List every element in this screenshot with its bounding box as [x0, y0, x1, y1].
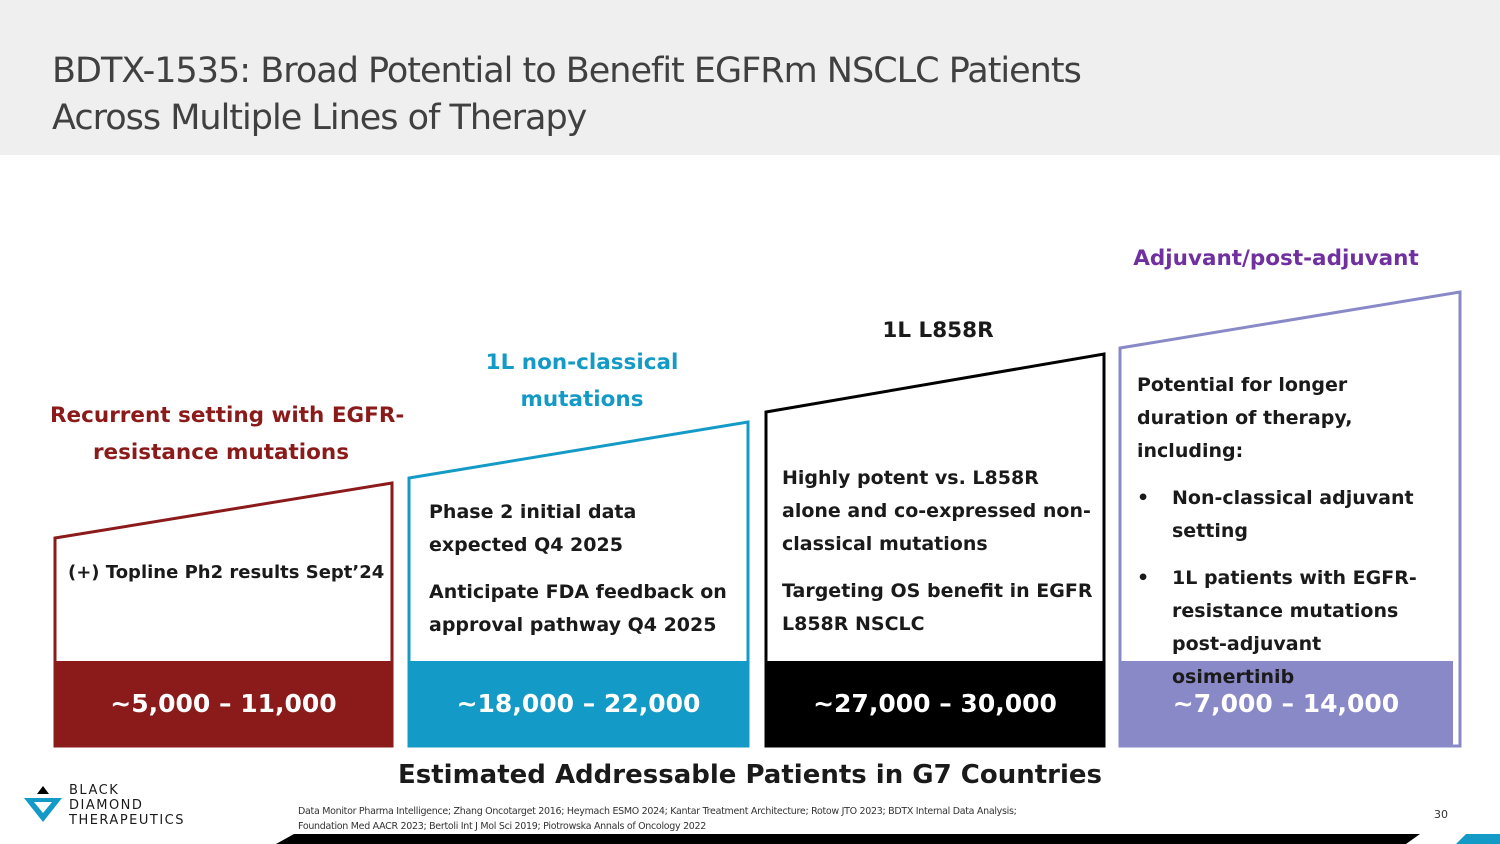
segment-2-label: 1L non-classical mutations: [412, 344, 752, 418]
company-logo-text: BLACK DIAMOND THERAPEUTICS: [69, 783, 185, 828]
segment-3-label-line-1: 1L L858R: [882, 318, 994, 343]
segment-4-label: Adjuvant/post-adjuvant: [1106, 240, 1446, 277]
segment-3-label: 1L L858R: [768, 312, 1108, 349]
page-title: BDTX-1535: Broad Potential to Benefit EG…: [52, 48, 1082, 142]
logo-line-3: THERAPEUTICS: [69, 813, 186, 828]
segment-1-body: (+) Topline Ph2 results Sept’24: [68, 556, 390, 589]
title-line-2: Across Multiple Lines of Therapy: [52, 98, 587, 138]
segment-2-band: [408, 661, 749, 747]
segment-4-bullet-1: • Non-classical adjuvant setting: [1137, 482, 1442, 548]
segment-1-patients: ~5,000 – 11,000: [110, 689, 337, 718]
segment-2-label-line-1: 1L non-classical: [485, 350, 679, 375]
segment-2-body: Phase 2 initial data expected Q4 2025 An…: [429, 496, 734, 642]
logo-line-1: BLACK: [69, 783, 120, 798]
segment-2-patients: ~18,000 – 22,000: [456, 689, 701, 718]
references-line-1: Data Monitor Pharma Intelligence; Zhang …: [298, 806, 1017, 817]
segment-4-bullet-2: • 1L patients with EGFR-resistance mutat…: [1137, 562, 1442, 694]
segment-1-label: Recurrent setting with EGFR- resistance …: [50, 397, 405, 471]
bullet-icon: •: [1137, 487, 1150, 509]
segment-2-body-text-1: Phase 2 initial data expected Q4 2025: [429, 501, 637, 556]
segment-4-bullet-1-text: Non-classical adjuvant setting: [1172, 487, 1414, 542]
segment-1-body-text: (+) Topline Ph2 results Sept’24: [68, 562, 385, 583]
segment-4-body: Potential for longer duration of therapy…: [1137, 369, 1442, 694]
references-line-2: Foundation Med AACR 2023; Bertoli Int J …: [298, 821, 707, 832]
bullet-icon: •: [1137, 567, 1150, 589]
segment-4-label-line-1: Adjuvant/post-adjuvant: [1133, 246, 1419, 271]
segment-4-box: [1118, 290, 1462, 748]
segment-1-label-line-1: Recurrent setting with EGFR-: [50, 403, 405, 428]
segment-2-label-line-2: mutations: [520, 387, 644, 412]
logo-line-2: DIAMOND: [69, 798, 144, 813]
diamond-logo-icon: [24, 786, 62, 822]
segment-3-body-text-1: Highly potent vs. L858R alone and co-exp…: [782, 467, 1091, 555]
segment-3-body-text-2: Targeting OS benefit in EGFR L858R NSCLC: [782, 580, 1093, 635]
segment-2-body-text-2: Anticipate FDA feedback on approval path…: [429, 581, 727, 636]
segment-4-intro: Potential for longer duration of therapy…: [1137, 374, 1353, 462]
segment-4-patients: ~7,000 – 14,000: [1172, 689, 1400, 718]
segment-4-bullet-2-text: 1L patients with EGFR-resistance mutatio…: [1172, 567, 1417, 688]
references: Data Monitor Pharma Intelligence; Zhang …: [298, 804, 1017, 834]
footer-bar: [276, 834, 1420, 844]
page-number: 30: [1434, 808, 1448, 821]
segment-4-band: [1119, 661, 1453, 747]
addressable-patients-label: Estimated Addressable Patients in G7 Cou…: [398, 760, 1102, 790]
segment-3-band: [765, 661, 1105, 747]
segment-3-patients: ~27,000 – 30,000: [813, 689, 1057, 718]
segment-1-band: [54, 661, 393, 747]
segment-3-body: Highly potent vs. L858R alone and co-exp…: [782, 462, 1097, 641]
footer-accent: [1456, 834, 1500, 844]
title-line-1: BDTX-1535: Broad Potential to Benefit EG…: [52, 51, 1082, 91]
segment-1-label-line-2: resistance mutations: [92, 440, 350, 465]
header-band: [0, 0, 1500, 155]
